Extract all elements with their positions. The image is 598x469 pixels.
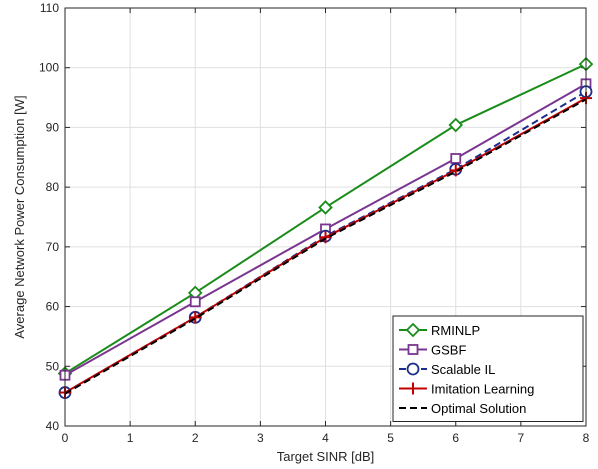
x-tick-label: 3 — [257, 431, 264, 445]
legend-entry-scalable-il: Scalable IL — [399, 362, 495, 377]
series-optimal-solution — [64, 98, 587, 395]
y-tick-label: 40 — [46, 419, 60, 433]
data-point-rminlp — [448, 117, 464, 133]
data-point-rminlp — [318, 200, 333, 215]
y-tick-label: 50 — [46, 359, 60, 373]
data-point-gsbf — [450, 153, 462, 164]
x-tick-label: 6 — [452, 431, 459, 445]
legend: RMINLP GSBF Scalable IL Imitation Learning O… — [392, 315, 584, 422]
x-tick-label: 2 — [192, 431, 199, 445]
y-tick-label: 70 — [46, 240, 60, 254]
y-tick-label: 80 — [46, 180, 60, 194]
data-point-gsbf — [189, 296, 201, 308]
legend-label: Scalable IL — [431, 362, 495, 377]
legend-marker — [406, 362, 420, 376]
x-tick-label: 0 — [62, 431, 69, 445]
x-tick-label: 4 — [322, 431, 329, 445]
legend-label: RMINLP — [431, 323, 480, 338]
legend-entry-optimal-solution: Optimal Solution — [399, 401, 526, 416]
legend-entry-gsbf: GSBF — [399, 343, 466, 358]
y-tick-label: 100 — [39, 61, 59, 75]
x-tick-label: 5 — [387, 431, 394, 445]
y-tick-label: 110 — [40, 1, 59, 15]
data-point-imitation-learning — [189, 311, 202, 324]
legend-label: GSBF — [431, 343, 466, 358]
x-axis-label: Target SINR [dB] — [277, 449, 375, 464]
legend-label: Optimal Solution — [431, 401, 526, 416]
y-axis-label: Average Network Power Consumption [W] — [12, 95, 27, 338]
tick-labels: 0 1 2 3 4 5 6 7 8 40 50 60 70 80 90 100 110 — [39, 1, 590, 445]
legend-entry-rminlp: RMINLP — [399, 322, 480, 338]
series-line-optimal-solution — [64, 98, 587, 395]
x-tick-label: 1 — [127, 431, 134, 445]
series-layer — [57, 56, 594, 399]
legend-marker — [405, 322, 421, 338]
legend-entry-imitation-learning: Imitation Learning — [399, 382, 534, 397]
y-tick-label: 90 — [46, 120, 60, 134]
x-tick-label: 7 — [518, 431, 525, 445]
legend-label: Imitation Learning — [431, 382, 534, 397]
legend-marker — [407, 382, 419, 395]
plot-frame — [64, 7, 587, 427]
legend-marker — [407, 344, 419, 355]
data-point-imitation-learning — [319, 231, 332, 244]
x-tick-label: 8 — [583, 431, 590, 445]
y-tick-label: 60 — [46, 300, 60, 314]
